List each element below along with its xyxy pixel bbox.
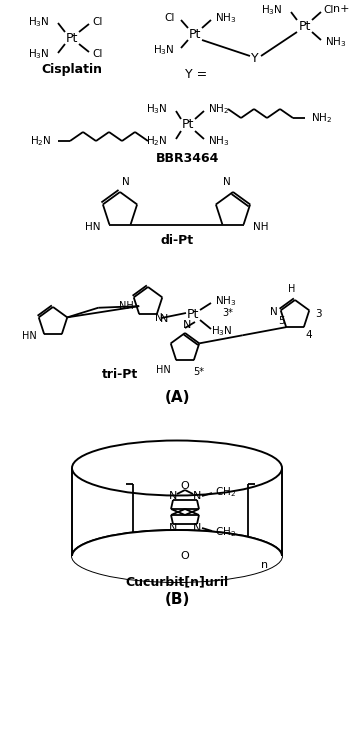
Text: H$_2$N: H$_2$N	[147, 134, 168, 148]
Text: N: N	[223, 177, 231, 187]
Text: Pt: Pt	[187, 309, 199, 322]
Text: 4: 4	[306, 330, 312, 340]
Text: H$_3$N: H$_3$N	[28, 15, 50, 29]
Text: N: N	[160, 314, 168, 324]
Text: (B): (B)	[164, 592, 190, 607]
Text: HN: HN	[157, 365, 171, 375]
Text: n+: n+	[333, 4, 349, 14]
Text: HN: HN	[85, 222, 100, 231]
Text: Cl: Cl	[92, 49, 102, 59]
Text: H$_3$N: H$_3$N	[211, 324, 233, 338]
Text: 3: 3	[315, 310, 322, 319]
Text: H$_3$N: H$_3$N	[147, 102, 168, 116]
Text: N: N	[193, 523, 201, 533]
Text: NH: NH	[252, 222, 268, 231]
Text: N: N	[169, 491, 177, 501]
Text: Cucurbit[n]uril: Cucurbit[n]uril	[125, 575, 229, 589]
Text: NH$_3$: NH$_3$	[215, 294, 236, 308]
Text: 5: 5	[278, 316, 284, 326]
Text: CH$_2$: CH$_2$	[215, 485, 236, 499]
Text: NH$_3$: NH$_3$	[325, 35, 346, 49]
Text: N: N	[270, 307, 278, 317]
Text: N: N	[155, 313, 163, 323]
Text: NH$_3$: NH$_3$	[215, 11, 236, 25]
Text: (A): (A)	[164, 390, 190, 406]
Text: Pt: Pt	[299, 19, 311, 33]
Text: N: N	[183, 320, 191, 330]
Text: N: N	[169, 523, 177, 533]
Text: n: n	[261, 560, 268, 570]
Text: Y =: Y =	[185, 69, 207, 81]
Text: NH$_3$: NH$_3$	[208, 134, 229, 148]
Text: 5*: 5*	[193, 367, 204, 377]
Text: Pt: Pt	[189, 28, 201, 40]
Text: H$_3$N: H$_3$N	[28, 47, 50, 61]
Text: Cl: Cl	[165, 13, 175, 23]
Ellipse shape	[72, 530, 282, 582]
Text: NH$_2$: NH$_2$	[311, 111, 332, 125]
Text: di-Pt: di-Pt	[160, 233, 193, 246]
Text: Y: Y	[251, 51, 259, 64]
Text: BBR3464: BBR3464	[156, 151, 220, 165]
Text: H$_3$N: H$_3$N	[261, 3, 283, 17]
Text: O: O	[181, 481, 189, 491]
Text: CH$_2$: CH$_2$	[215, 525, 236, 539]
Text: Cisplatin: Cisplatin	[42, 63, 103, 77]
Text: tri-Pt: tri-Pt	[102, 369, 138, 381]
Text: Cl: Cl	[323, 5, 333, 15]
Text: 3*: 3*	[223, 308, 234, 318]
Text: Pt: Pt	[66, 31, 78, 45]
Text: H: H	[288, 284, 296, 294]
Text: H$_2$N: H$_2$N	[31, 134, 52, 148]
Text: HN: HN	[22, 331, 37, 341]
Text: NH$_2$: NH$_2$	[208, 102, 229, 116]
Text: NH: NH	[119, 301, 134, 311]
Text: O: O	[181, 551, 189, 561]
Text: N: N	[193, 491, 201, 501]
Text: Pt: Pt	[182, 119, 194, 131]
Text: Cl: Cl	[92, 17, 102, 27]
Text: N: N	[122, 177, 130, 187]
Text: H$_3$N: H$_3$N	[153, 43, 175, 57]
